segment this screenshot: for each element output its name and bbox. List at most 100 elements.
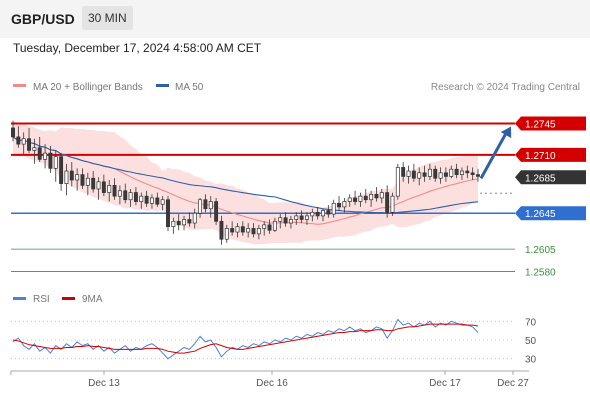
candle-body [278,217,283,222]
rsi-tick-label: 30 [525,355,537,366]
candle-body [363,195,368,201]
rsi-legend-swatch [13,297,26,300]
candle-body [449,168,454,177]
level-label-1.2645: 1.2645 [525,209,556,220]
candle-body [347,197,352,202]
level-label-1.2685: 1.2685 [525,173,556,184]
rsi9-legend-swatch [62,297,75,300]
candle-body [337,202,341,208]
candle-body [310,211,315,217]
candle-body [75,174,80,181]
candle-body [48,152,53,169]
candle-body [43,152,48,160]
candle-body [112,185,117,197]
projection-arrow-shaft [479,130,509,180]
candle-body [64,170,69,184]
candle-body [139,195,144,202]
candle-body [358,195,363,202]
candle-body [101,181,106,193]
level-tag-1.2710 [515,147,586,162]
ma50-legend-label: MA 50 [175,82,204,93]
candle-body [203,199,208,210]
candle-body [406,170,411,177]
x-axis: Dec 13 Dec 16 Dec 17 Dec 27 [10,370,529,389]
candle-body [224,228,229,240]
level-label-1.2580: 1.2580 [525,268,556,279]
candle-body [390,195,395,213]
candle-body [321,210,325,217]
price-plot-area: 1.2745 1.2710 1.2685 1.2645 1.2605 1.2580 [11,116,586,279]
candle-body [128,192,133,201]
candle-body [144,195,149,204]
candle-body [470,172,475,175]
candle-body [192,212,197,224]
candle-body [182,219,186,226]
rsi-tick-label: 70 [525,317,537,328]
candle-body [342,201,347,208]
candle-body [476,174,480,177]
candle-body [166,199,170,228]
candle-body [256,228,261,235]
top-bar: GBP/USD 30 MIN [0,0,590,38]
level-label-1.2710: 1.2710 [525,151,556,162]
level-tag-1.2645 [515,206,586,221]
rsi-line [12,318,479,360]
timeframe-button[interactable]: 30 MIN [82,6,133,30]
candle-body [267,224,272,231]
candle-body [379,192,384,199]
candle-body [198,199,203,214]
candle-body [171,220,176,228]
currency-pair-title: GBP/USD [11,11,75,27]
rsi-legend-label: RSI [33,294,50,305]
level-tag-1.2685 [515,170,586,185]
candle-body [288,219,293,224]
rsi-tick-label: 50 [525,336,537,347]
candle-body [374,194,379,199]
x-tick-label: Dec 27 [497,378,529,389]
chart-credit: Research © 2024 Trading Central [431,82,580,93]
candle-body [37,147,42,160]
candle-body [230,228,235,233]
rsi9-legend-label: 9MA [82,294,103,305]
ma50-legend-swatch [156,84,169,87]
candle-body [85,177,90,186]
rsi9-line [12,323,479,354]
candle-body [272,220,277,231]
candle-body [443,172,448,177]
candle-body [240,226,245,233]
ma20-legend-label: MA 20 + Bollinger Bands [33,82,143,93]
candle-body [53,156,58,169]
candle-body [96,181,101,190]
candle-body [369,194,374,201]
candle-body [133,192,138,202]
x-tick-label: Dec 13 [88,378,120,389]
candle-body [460,170,464,175]
candle-body [59,156,64,184]
ma20-legend-swatch [13,84,26,87]
candle-body [176,220,181,226]
candle-body [117,190,122,197]
level-label-1.2605: 1.2605 [525,245,556,256]
candle-body [294,215,299,220]
candle-body [69,170,74,181]
candle-body [417,172,422,179]
candle-body [32,147,37,151]
level-label-1.2745: 1.2745 [525,119,556,130]
candle-body [283,217,288,224]
candle-body [150,197,154,204]
candle-body [315,211,320,217]
candle-body [208,201,213,210]
chart-legend: MA 20 + Bollinger Bands MA 50 Research ©… [13,82,580,305]
candle-body [123,190,128,201]
candle-body [438,172,443,179]
level-tag-1.2745 [515,116,586,131]
candle-body [187,219,192,224]
candle-body [80,174,85,186]
candle-body [246,228,251,233]
candle-body [155,197,160,205]
candle-body [395,167,400,197]
candle-body [465,170,470,174]
x-tick-label: Dec 16 [256,378,288,389]
candle-body [107,185,112,193]
